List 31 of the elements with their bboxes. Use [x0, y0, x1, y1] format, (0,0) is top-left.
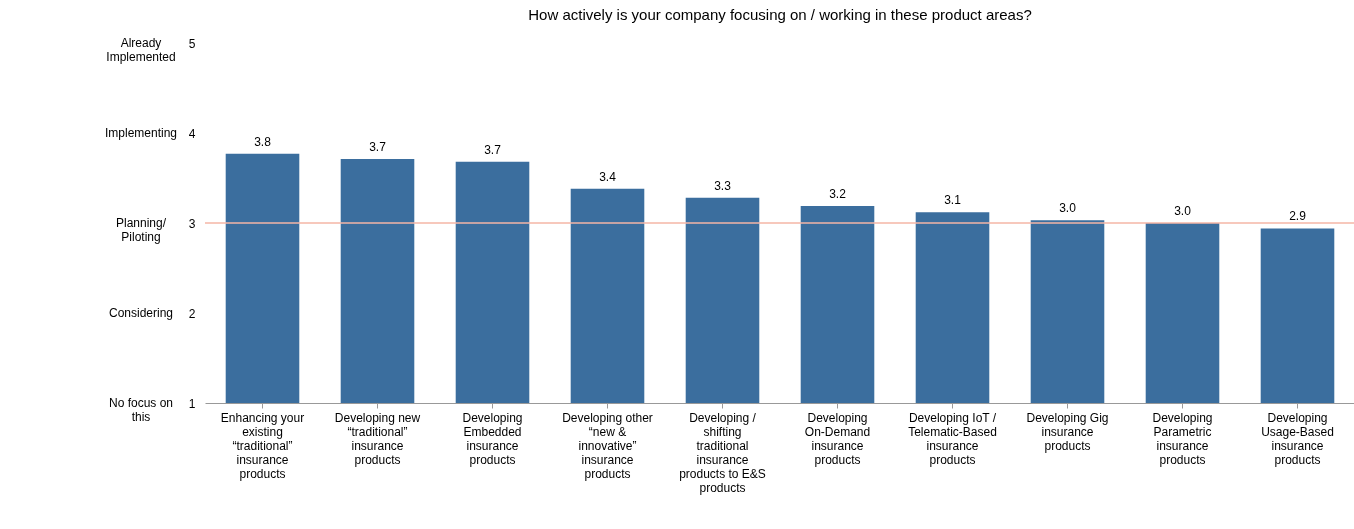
- x-tick-label: Developing other “new & innovative” insurance products: [562, 410, 653, 481]
- text: Considering: [108, 306, 174, 320]
- x-tick-label: Developing Embedded insurance products: [462, 410, 523, 467]
- chart-title: How actively is your company focusing on / working in these product areas?: [528, 6, 1032, 23]
- data-label: 3.7: [484, 142, 502, 157]
- x-tick-label: Enhancing your existing “traditional” insurance products: [220, 410, 305, 481]
- data-label: 3.4: [599, 169, 617, 184]
- y-tick-label: 2: [188, 306, 196, 321]
- x-tick-label: Developing Gig insurance products: [1026, 410, 1109, 453]
- data-label: 2.9: [1289, 209, 1307, 224]
- text: Planning/ Piloting: [115, 216, 167, 244]
- data-label: 3.1: [944, 193, 962, 208]
- x-tick-label: Developing On-Demand insurance products: [804, 410, 871, 467]
- x-tick-label: Developing / shifting traditional insurance products to E&S products: [679, 410, 766, 495]
- data-label: 3.7: [369, 140, 387, 155]
- data-label: 3.2: [829, 186, 847, 201]
- y-tick-label: 4: [188, 126, 196, 141]
- x-tick-label: Developing Usage-Based insurance products: [1261, 410, 1334, 467]
- text: No focus on this: [108, 396, 174, 424]
- text: Already Implemented: [106, 36, 176, 64]
- y-tick-label: 5: [188, 36, 196, 51]
- data-label: 3.8: [254, 134, 272, 149]
- x-tick-label: Developing new “traditional” insurance products: [334, 410, 421, 467]
- x-tick-label: Developing IoT / Telematic-Based insurance products: [908, 410, 997, 467]
- y-tick-label: 1: [188, 396, 196, 411]
- x-tick-label: Developing Parametric insurance products: [1152, 410, 1213, 467]
- data-label: 3.0: [1059, 201, 1077, 216]
- y-tick-label: 3: [188, 216, 196, 231]
- data-label: 3.3: [714, 178, 732, 193]
- data-label: 3.0: [1174, 204, 1192, 218]
- text: Implementing: [104, 126, 178, 140]
